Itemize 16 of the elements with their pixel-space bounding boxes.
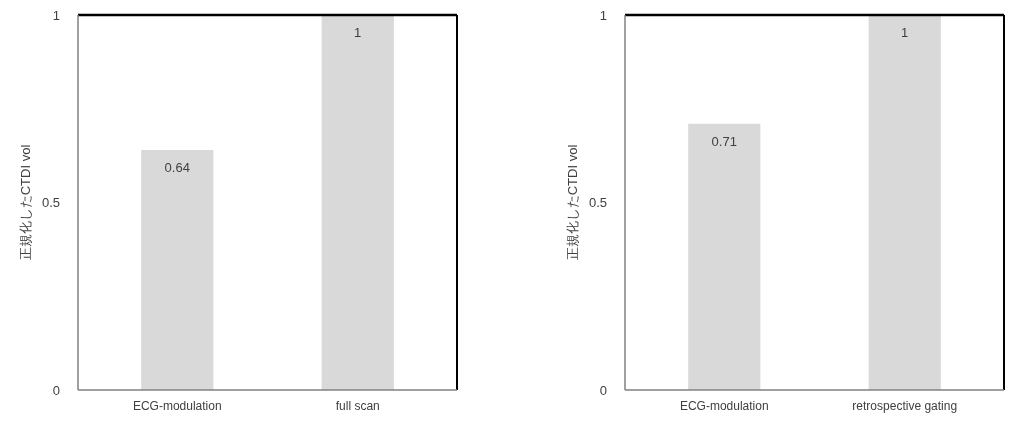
x-tick-label: full scan	[335, 399, 380, 413]
x-tick-label: ECG-modulation	[132, 399, 222, 413]
data-label: 1	[354, 25, 362, 40]
data-label: 1	[901, 25, 909, 40]
y-tick-label: 1	[599, 7, 607, 23]
x-tick-label: ECG-modulation	[679, 399, 769, 413]
y-tick-label: 0.5	[588, 195, 607, 211]
y-tick-label: 0	[52, 382, 60, 398]
y-axis-title: 正規化したCTDI vol	[565, 144, 580, 261]
y-tick-label: 0.5	[41, 195, 60, 211]
data-label: 0.71	[711, 133, 737, 149]
y-axis-title: 正規化したCTDI vol	[18, 144, 33, 261]
data-label: 0.64	[164, 160, 190, 175]
y-tick-label: 0	[599, 382, 607, 398]
y-tick-label: 1	[52, 7, 60, 23]
x-tick-label: retrospective gating	[852, 399, 958, 413]
